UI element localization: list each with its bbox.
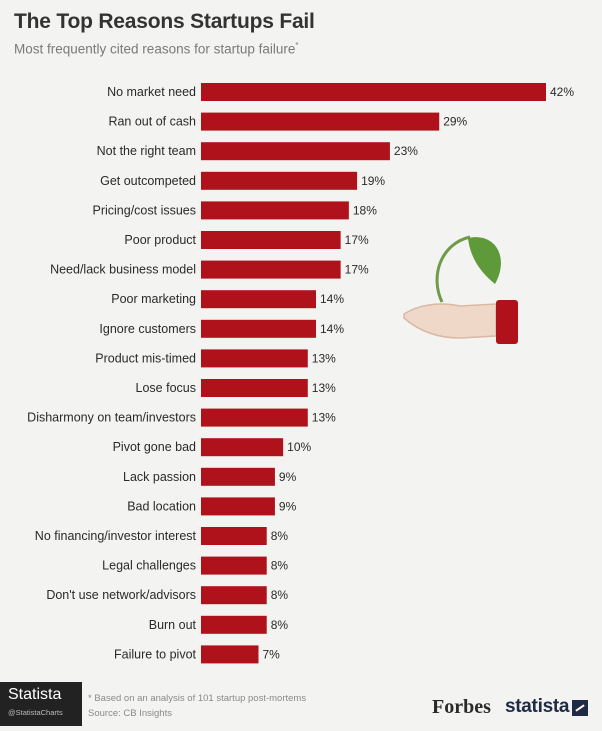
- category-label: Product mis-timed: [95, 351, 196, 365]
- statista-badge: Statista @StatistaCharts: [0, 682, 82, 726]
- bar: [201, 586, 267, 605]
- category-label: Poor marketing: [111, 292, 196, 306]
- bar: [201, 615, 267, 634]
- category-label: Ran out of cash: [108, 115, 196, 129]
- badge-handle: @StatistaCharts: [8, 708, 63, 717]
- statista-logo: statista: [505, 696, 570, 717]
- category-label: Burn out: [149, 618, 197, 632]
- sleeve-cuff: [496, 300, 518, 344]
- category-label: Need/lack business model: [50, 263, 196, 277]
- value-label: 17%: [345, 263, 369, 277]
- category-label: No market need: [107, 85, 196, 99]
- statista-arrow-icon: [572, 700, 588, 716]
- value-label: 19%: [361, 174, 385, 188]
- open-hand: [403, 303, 497, 339]
- category-label: Don't use network/advisors: [46, 588, 196, 602]
- category-label: Ignore customers: [99, 322, 196, 336]
- hand-holding-sprout-icon: [403, 235, 518, 344]
- bar: [201, 231, 341, 249]
- value-label: 10%: [287, 440, 311, 454]
- source: Source: CB Insights: [88, 708, 172, 719]
- badge-name: Statista: [8, 686, 62, 703]
- bar: [201, 171, 358, 190]
- forbes-logo: Forbes: [432, 696, 491, 718]
- bar: [201, 290, 316, 309]
- bar: [201, 438, 284, 457]
- category-label: Legal challenges: [102, 559, 196, 573]
- bar: [201, 260, 341, 279]
- category-label: Get outcompeted: [100, 174, 196, 188]
- category-label: Pricing/cost issues: [92, 203, 196, 217]
- bar: [201, 408, 308, 427]
- value-label: 17%: [345, 233, 369, 247]
- footnote: * Based on an analysis of 101 startup po…: [88, 693, 307, 704]
- category-label: Failure to pivot: [114, 647, 197, 661]
- bar: [201, 556, 267, 575]
- bar: [201, 201, 349, 220]
- bar: [201, 112, 440, 131]
- chart-subtitle: Most frequently cited reasons for startu…: [14, 41, 299, 57]
- value-label: 7%: [263, 647, 281, 661]
- bar-chart: No market need 42% Ran out of cash 29% Not t…: [27, 83, 574, 664]
- footnote-block: * Based on an analysis of 101 startup po…: [88, 691, 306, 721]
- sprout-leaf: [468, 237, 501, 284]
- bar: [201, 83, 546, 101]
- value-label: 14%: [320, 292, 344, 306]
- value-label: 8%: [271, 559, 289, 573]
- bar: [201, 497, 275, 516]
- category-label: Lose focus: [136, 381, 196, 395]
- category-label: Not the right team: [97, 144, 196, 158]
- bar: [201, 527, 267, 545]
- subtitle-asterisk: *: [295, 41, 299, 50]
- value-label: 8%: [271, 529, 289, 543]
- value-label: 18%: [353, 203, 377, 217]
- chart-title: The Top Reasons Startups Fail: [14, 10, 315, 33]
- value-label: 13%: [312, 411, 336, 425]
- bar: [201, 467, 275, 486]
- value-label: 9%: [279, 499, 297, 513]
- category-label: Poor product: [124, 233, 196, 247]
- bar: [201, 349, 308, 368]
- value-label: 8%: [271, 618, 289, 632]
- bar: [201, 645, 259, 664]
- bar: [201, 319, 316, 338]
- category-label: Disharmony on team/investors: [27, 411, 196, 425]
- value-label: 23%: [394, 144, 418, 158]
- value-label: 9%: [279, 470, 297, 484]
- subtitle-text: Most frequently cited reasons for startu…: [14, 41, 296, 57]
- bar: [201, 379, 308, 397]
- bar: [201, 142, 390, 161]
- category-label: Bad location: [127, 499, 196, 513]
- category-label: Pivot gone bad: [113, 440, 196, 454]
- category-label: No financing/investor interest: [35, 529, 197, 543]
- value-label: 13%: [312, 351, 336, 365]
- sprout-stem: [435, 235, 471, 303]
- value-label: 42%: [550, 85, 574, 99]
- value-label: 13%: [312, 381, 336, 395]
- value-label: 14%: [320, 322, 344, 336]
- value-label: 29%: [443, 115, 467, 129]
- category-label: Lack passion: [123, 470, 196, 484]
- value-label: 8%: [271, 588, 289, 602]
